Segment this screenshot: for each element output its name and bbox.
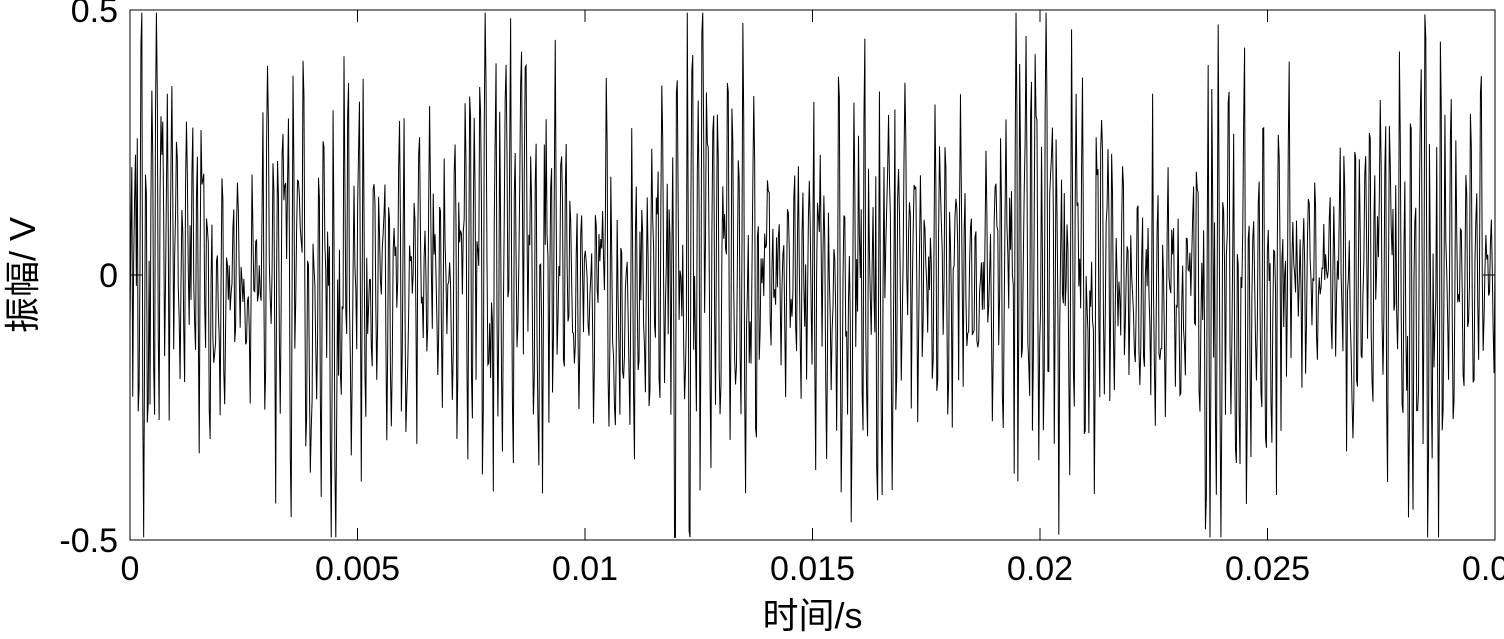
signal-chart: 00.0050.010.0150.020.0250.03-0.500.5时间/s… [0,0,1504,639]
y-tick-label: -0.5 [59,522,118,560]
x-axis-label: 时间/s [762,595,862,636]
y-tick-label: 0 [99,257,118,295]
x-tick-label: 0.01 [552,550,618,588]
y-axis-label: 振幅/ V [2,217,43,333]
chart-svg: 00.0050.010.0150.020.0250.03-0.500.5时间/s… [0,0,1504,639]
x-tick-label: 0 [121,550,140,588]
x-tick-label: 0.015 [770,550,855,588]
signal-trace [130,13,1495,538]
x-tick-label: 0.03 [1462,550,1504,588]
x-tick-label: 0.02 [1007,550,1073,588]
x-tick-label: 0.005 [315,550,400,588]
x-tick-label: 0.025 [1225,550,1310,588]
y-tick-label: 0.5 [71,0,118,30]
